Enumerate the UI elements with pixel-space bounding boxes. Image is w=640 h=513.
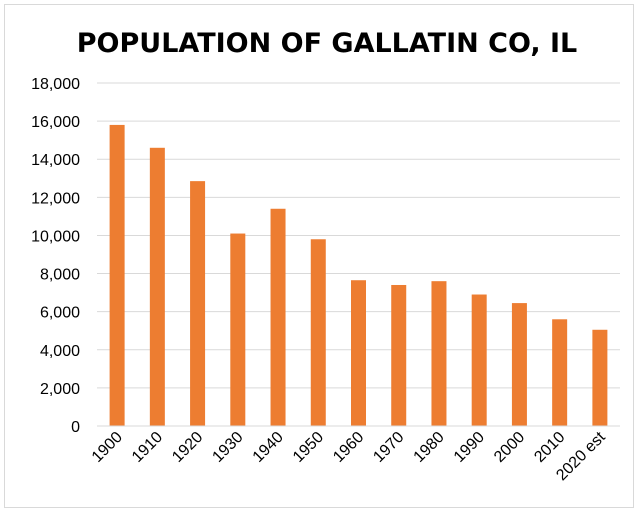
y-tick-label-0: 0 (71, 419, 80, 436)
x-tick-label-1900: 1900 (89, 429, 126, 466)
y-tick-label-4000: 4,000 (40, 343, 80, 360)
bar-1940 (270, 208, 286, 426)
bar-1990 (471, 294, 487, 426)
y-tick-label-10000: 10,000 (31, 228, 80, 245)
x-tick-label-1990: 1990 (451, 429, 488, 466)
x-tick-label-1910: 1910 (129, 429, 166, 466)
bar-1920 (190, 181, 206, 426)
x-tick-label-1930: 1930 (209, 429, 246, 466)
bar-1950 (310, 239, 326, 426)
y-tick-label-2000: 2,000 (40, 381, 80, 398)
x-tick-label-1970: 1970 (370, 429, 407, 466)
y-tick-label-16000: 16,000 (31, 114, 80, 131)
bar-1980 (431, 281, 447, 426)
y-tick-label-18000: 18,000 (31, 76, 80, 93)
bar-1910 (149, 147, 165, 427)
bars (109, 124, 608, 427)
chart-title: POPULATION OF GALLATIN CO, IL (77, 28, 577, 59)
bar-1970 (391, 284, 407, 426)
bar-1930 (230, 233, 246, 426)
y-tick-label-6000: 6,000 (40, 305, 80, 322)
x-tick-label-2010: 2010 (531, 429, 568, 466)
x-tick-label-2000: 2000 (491, 429, 528, 466)
x-tick-label-1960: 1960 (330, 429, 367, 466)
y-tick-label-12000: 12,000 (31, 190, 80, 207)
x-tick-label-1950: 1950 (290, 429, 327, 466)
x-tick-label-1980: 1980 (411, 429, 448, 466)
bar-2020-est (592, 329, 608, 426)
x-tick-label-1940: 1940 (250, 429, 287, 466)
x-tick-label-1920: 1920 (169, 429, 206, 466)
y-axis-tick-labels: 0 2,000 4,000 6,000 8,000 10,000 12,000 14,000 1… (31, 76, 80, 436)
bar-2010 (552, 319, 568, 426)
y-tick-label-8000: 8,000 (40, 267, 80, 284)
gridlines (97, 82, 620, 389)
bar-1960 (351, 280, 366, 426)
bar-2000 (511, 303, 527, 426)
x-axis-tick-labels: 1900 1910 1920 1930 1940 1950 1960 1970 1980 1990… (89, 428, 609, 484)
bar-1900 (109, 124, 125, 426)
y-tick-label-14000: 14,000 (31, 152, 80, 169)
